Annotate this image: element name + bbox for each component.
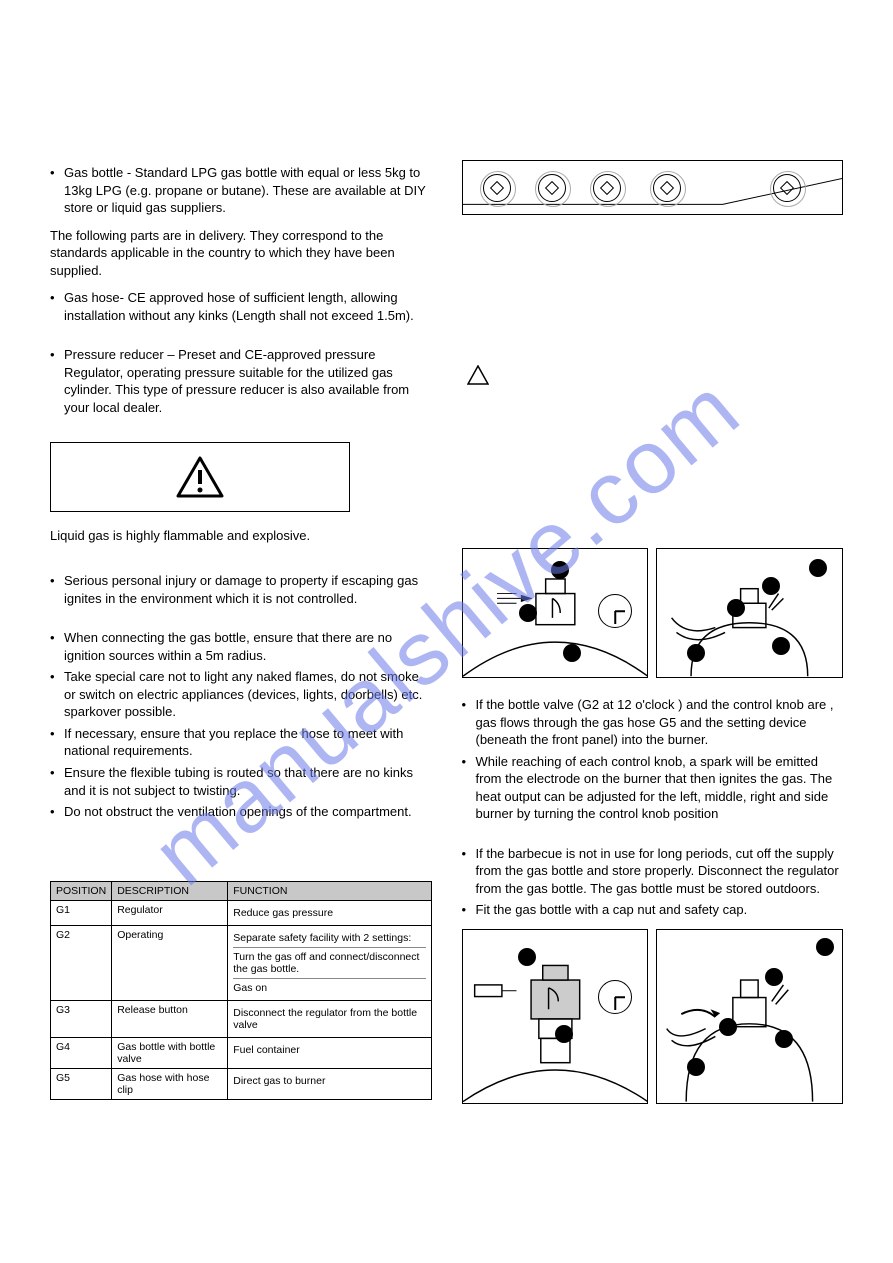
right-column: •If the bottle valve (G2 at 12 o'clock )…: [462, 160, 844, 1122]
gas-valve-close-illustration: [462, 929, 649, 1104]
warning-box: [50, 442, 350, 512]
cell-func: Reduce gas pressure: [228, 900, 431, 925]
bullet: •If necessary, ensure that you replace t…: [50, 725, 432, 760]
control-knob-icon: [538, 174, 566, 202]
gas-bottle-disconnect-illustration: [656, 929, 843, 1104]
bullet: •Serious personal injury or damage to pr…: [50, 572, 432, 607]
parts-table: POSITION DESCRIPTION FUNCTION G1 Regulat…: [50, 881, 432, 1100]
gas-bottle-connect-illustration: [656, 548, 843, 678]
gas-valve-open-illustration: [462, 548, 649, 678]
control-knob-icon: [593, 174, 621, 202]
bullet-text: Fit the gas bottle with a cap nut and sa…: [476, 901, 844, 919]
cell-func: Fuel container: [228, 1037, 431, 1068]
bullet: • Pressure reducer – Preset and CE-appro…: [50, 346, 432, 416]
cell-desc: Gas hose with hose clip: [112, 1068, 228, 1099]
table-row: G2 Operating Separate safety facility wi…: [51, 925, 432, 1000]
bullet: •Fit the gas bottle with a cap nut and s…: [462, 901, 844, 919]
bullet: •Ensure the flexible tubing is routed so…: [50, 764, 432, 799]
warning-icon: [176, 456, 224, 498]
bullet: •While reaching of each control knob, a …: [462, 753, 844, 823]
cell-func: Separate safety facility with 2 settings…: [228, 925, 431, 1000]
table-row: G3 Release button Disconnect the regulat…: [51, 1000, 432, 1037]
control-knob-icon: [483, 174, 511, 202]
bullet: • Gas hose- CE approved hose of sufficie…: [50, 289, 432, 324]
bullet-text: While reaching of each control knob, a s…: [476, 753, 844, 823]
cell-desc: Regulator: [112, 900, 228, 925]
bullet: •Take special care not to light any nake…: [50, 668, 432, 721]
bullet-text: When connecting the gas bottle, ensure t…: [64, 629, 432, 664]
table-header: POSITION: [51, 881, 112, 900]
illustration-row: [462, 929, 844, 1104]
control-panel-illustration: [462, 160, 844, 215]
bullet-dot: •: [50, 164, 64, 217]
bullet-text: Serious personal injury or damage to pro…: [64, 572, 432, 607]
bullet: •Do not obstruct the ventilation opening…: [50, 803, 432, 821]
paragraph: The following parts are in delivery. The…: [50, 227, 432, 280]
bullet-dot: •: [50, 289, 64, 324]
bullet-text: Pressure reducer – Preset and CE-approve…: [64, 346, 432, 416]
bullet: • Gas bottle - Standard LPG gas bottle w…: [50, 164, 432, 217]
bullet: •When connecting the gas bottle, ensure …: [50, 629, 432, 664]
table-row: G4 Gas bottle with bottle valve Fuel con…: [51, 1037, 432, 1068]
paragraph: Liquid gas is highly flammable and explo…: [50, 527, 432, 545]
cell-func: Direct gas to burner: [228, 1068, 431, 1099]
table-row: G1 Regulator Reduce gas pressure: [51, 900, 432, 925]
table-header-row: POSITION DESCRIPTION FUNCTION: [51, 881, 432, 900]
bullet: •If the barbecue is not in use for long …: [462, 845, 844, 898]
warning-triangle-icon: [467, 365, 844, 388]
illustration-row: [462, 548, 844, 678]
bullet-text: Take special care not to light any naked…: [64, 668, 432, 721]
bullet-text: If the bottle valve (G2 at 12 o'clock ) …: [476, 696, 844, 749]
bullet-text: Do not obstruct the ventilation openings…: [64, 803, 432, 821]
cell-position: G1: [51, 900, 112, 925]
control-knob-icon: [773, 174, 801, 202]
table-header: FUNCTION: [228, 881, 431, 900]
bullet-dot: •: [50, 346, 64, 416]
bullet-text: Gas hose- CE approved hose of sufficient…: [64, 289, 432, 324]
bullet-text: If the barbecue is not in use for long p…: [476, 845, 844, 898]
left-column: • Gas bottle - Standard LPG gas bottle w…: [50, 160, 432, 1122]
cell-position: G5: [51, 1068, 112, 1099]
cell-desc: Gas bottle with bottle valve: [112, 1037, 228, 1068]
table-header: DESCRIPTION: [112, 881, 228, 900]
bullet: •If the bottle valve (G2 at 12 o'clock )…: [462, 696, 844, 749]
cell-desc: Operating: [112, 925, 228, 1000]
table-row: G5 Gas hose with hose clip Direct gas to…: [51, 1068, 432, 1099]
cell-position: G4: [51, 1037, 112, 1068]
cell-desc: Release button: [112, 1000, 228, 1037]
bullet-text: If necessary, ensure that you replace th…: [64, 725, 432, 760]
bullet-text: Gas bottle - Standard LPG gas bottle wit…: [64, 164, 432, 217]
page-columns: • Gas bottle - Standard LPG gas bottle w…: [50, 160, 843, 1122]
cell-func: Disconnect the regulator from the bottle…: [228, 1000, 431, 1037]
control-knob-icon: [653, 174, 681, 202]
cell-position: G3: [51, 1000, 112, 1037]
cell-position: G2: [51, 925, 112, 1000]
bullet-text: Ensure the flexible tubing is routed so …: [64, 764, 432, 799]
